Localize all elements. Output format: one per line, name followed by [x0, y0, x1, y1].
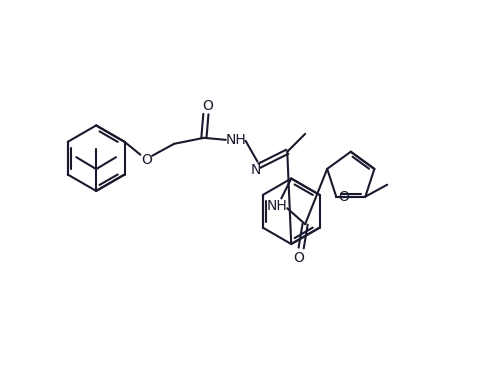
Text: O: O: [203, 99, 213, 113]
Text: O: O: [339, 189, 350, 204]
Text: NH: NH: [225, 133, 246, 147]
Text: NH: NH: [267, 199, 288, 213]
Text: O: O: [294, 251, 305, 265]
Text: N: N: [250, 162, 261, 177]
Text: O: O: [141, 153, 152, 167]
